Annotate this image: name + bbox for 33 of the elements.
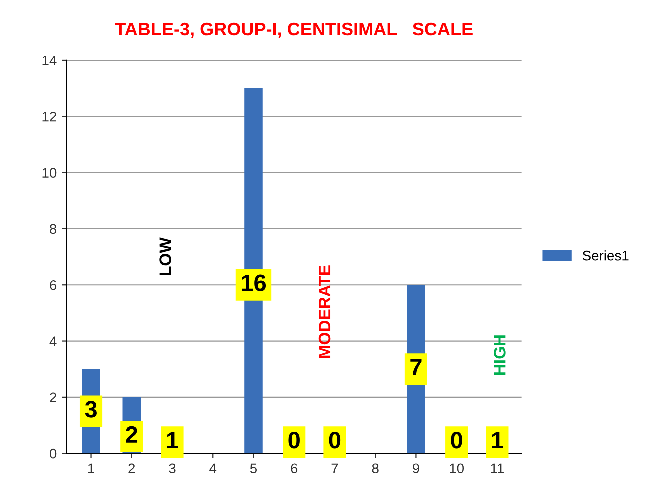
annotation: 16: [242, 274, 266, 292]
y-tick-label: 6: [50, 280, 57, 290]
x-tick-label: 1: [88, 464, 94, 474]
annotation: 2: [126, 426, 138, 443]
annotation: MODERATE: [318, 266, 331, 358]
y-tick-label: 8: [50, 224, 57, 234]
y-tick-label: 4: [50, 336, 57, 346]
annotation: LOW: [160, 238, 172, 276]
x-tick-label: 6: [291, 464, 298, 474]
annotation: 7: [410, 359, 422, 376]
x-tick-label: 11: [491, 464, 504, 474]
annotation: HIGH: [494, 336, 506, 376]
y-tick-label: 12: [42, 112, 56, 122]
annotation: 0: [329, 432, 341, 449]
chart-title: TABLE-3, GROUP-I, CENTISIMAL SCALE: [115, 22, 473, 38]
annotation: 3: [85, 401, 97, 418]
x-tick-label: 7: [332, 464, 338, 474]
annotation: 0: [288, 432, 300, 449]
y-tick-label: 14: [42, 56, 57, 66]
x-tick-label: 3: [169, 464, 176, 474]
annotation: 0: [451, 432, 462, 449]
y-tick-label: 10: [42, 168, 57, 178]
x-tick-label: 2: [128, 464, 136, 474]
x-tick-label: 4: [210, 464, 217, 474]
annotation: 1: [167, 432, 178, 448]
x-tick-label: 10: [450, 464, 464, 474]
x-tick-label: 8: [372, 464, 379, 474]
annotation: 1: [492, 432, 504, 448]
legend-label: Series1: [582, 250, 629, 261]
x-tick-label: 5: [250, 464, 258, 474]
x-tick-label: 9: [413, 464, 420, 474]
y-tick-label: 2: [50, 392, 56, 402]
y-tick-label: 0: [50, 448, 57, 459]
